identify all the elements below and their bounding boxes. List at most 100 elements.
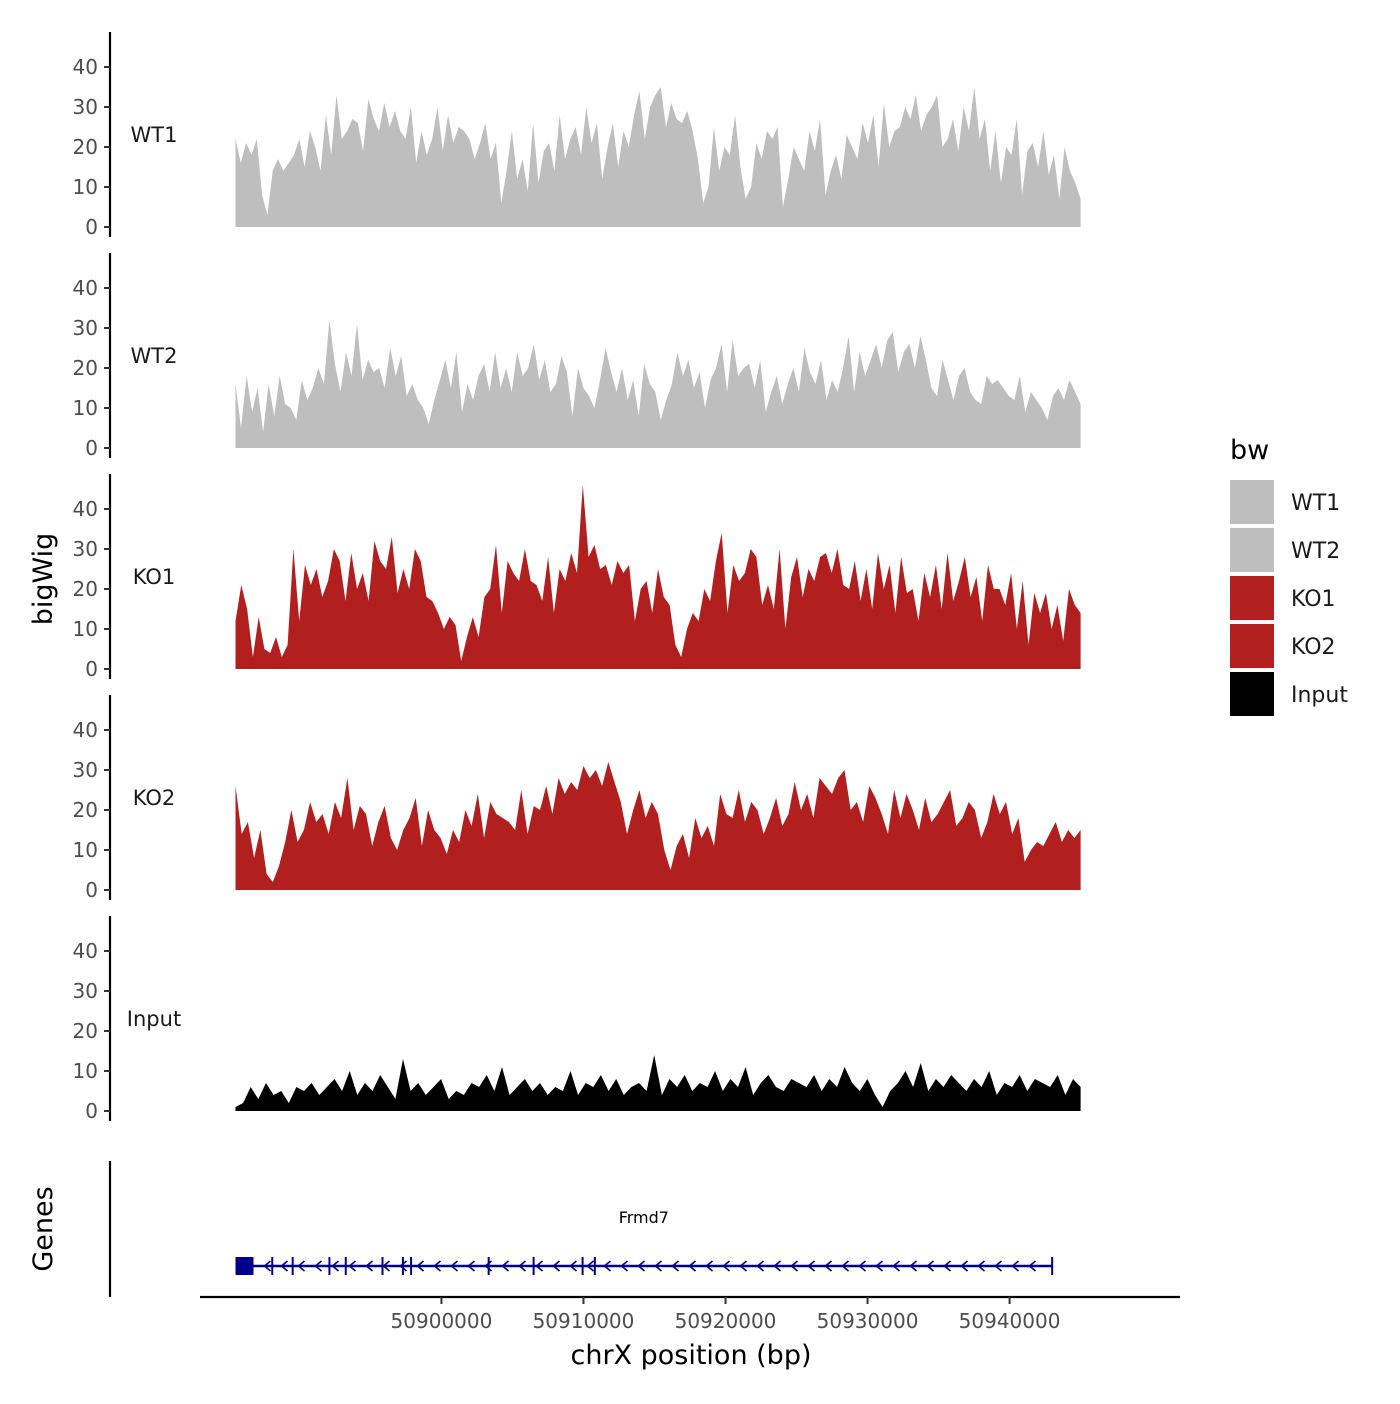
track-panel-wt2: 0 10 20 30 40 WT2 (73, 253, 1081, 460)
strand-arrow (518, 1260, 527, 1272)
strand-arrow (671, 1260, 680, 1272)
strand-arrow (501, 1260, 510, 1272)
legend-label-input: Input (1291, 683, 1348, 708)
y-tick-label: 40 (73, 718, 98, 742)
gene-label: Frmd7 (619, 1208, 669, 1227)
strand-arrow (790, 1260, 799, 1272)
strand-arrow (586, 1260, 595, 1272)
y-tick-label: 30 (73, 95, 98, 119)
strand-arrow (858, 1260, 867, 1272)
legend-key-ko2 (1230, 624, 1274, 668)
x-tick-label: 50930000 (817, 1309, 919, 1333)
y-tick-label: 10 (73, 617, 98, 641)
strand-arrow (841, 1260, 850, 1272)
strand-arrow (1011, 1260, 1020, 1272)
strand-arrow (994, 1260, 1003, 1272)
legend-label-wt1: WT1 (1291, 491, 1340, 516)
coverage-area-input (235, 1055, 1081, 1111)
strand-arrow (654, 1260, 663, 1272)
strand-arrow (314, 1260, 323, 1272)
y-tick-label: 10 (73, 1059, 98, 1083)
legend-label-ko2: KO2 (1291, 635, 1336, 660)
y-tick-label: 40 (73, 276, 98, 300)
strand-arrow (688, 1260, 697, 1272)
y-tick-label: 10 (73, 396, 98, 420)
track-label-input: Input (127, 1007, 181, 1031)
legend-key-wt1 (1230, 480, 1274, 524)
strand-arrow (875, 1260, 884, 1272)
legend: bw WT1 WT2 KO1 KO2 Input (1230, 435, 1348, 716)
strand-arrow (552, 1260, 561, 1272)
strand-arrow (773, 1260, 782, 1272)
y-tick-label: 30 (73, 758, 98, 782)
gene-panel: Frmd7 (108, 1161, 1054, 1297)
strand-arrow (433, 1260, 442, 1272)
track-panel-input: 0 10 20 30 40 Input (73, 916, 1081, 1123)
legend-label-ko1: KO1 (1291, 587, 1336, 612)
track-label-ko2: KO2 (133, 786, 176, 810)
x-tick-label: 50900000 (391, 1309, 493, 1333)
y-tick-label: 40 (73, 55, 98, 79)
y-tick-label: 20 (73, 577, 98, 601)
strand-arrow (263, 1260, 272, 1272)
strand-arrow (943, 1260, 952, 1272)
coverage-area-wt2 (235, 320, 1081, 448)
x-tick-label: 50910000 (533, 1309, 635, 1333)
track-label-wt2: WT2 (131, 344, 178, 368)
strand-arrow (1028, 1260, 1037, 1272)
y-axis-title: bigWig (28, 533, 59, 626)
y-tick-label: 0 (85, 1099, 98, 1123)
strand-arrow (416, 1260, 425, 1272)
strand-arrow (450, 1260, 459, 1272)
legend-title: bw (1230, 435, 1269, 466)
coverage-area-ko1 (235, 485, 1081, 669)
strand-arrow (535, 1260, 544, 1272)
strand-arrow (807, 1260, 816, 1272)
y-tick-label: 0 (85, 436, 98, 460)
y-tick-label: 20 (73, 1019, 98, 1043)
strand-arrow (569, 1260, 578, 1272)
legend-label-wt2: WT2 (1291, 539, 1340, 564)
y-tick-label: 30 (73, 316, 98, 340)
strand-arrow (331, 1260, 340, 1272)
track-panel-ko1: 0 10 20 30 40 KO1 (73, 474, 1081, 681)
track-panel-ko2: 0 10 20 30 40 KO2 (73, 695, 1081, 902)
track-panels: 0 10 20 30 40 WT1 0 10 20 30 40 WT2 0 10 20 30 40 KO1 0 10 2… (73, 32, 1081, 1123)
strand-arrow (399, 1260, 408, 1272)
strand-arrow (484, 1260, 493, 1272)
y-tick-label: 20 (73, 135, 98, 159)
strand-arrow (722, 1260, 731, 1272)
y-tick-label: 30 (73, 537, 98, 561)
coverage-area-wt1 (235, 87, 1081, 227)
strand-arrow (467, 1260, 476, 1272)
track-label-ko1: KO1 (133, 565, 176, 589)
x-axis-title: chrX position (bp) (570, 1340, 811, 1371)
x-tick-label: 50940000 (959, 1309, 1061, 1333)
strand-arrow (756, 1260, 765, 1272)
y-tick-label: 0 (85, 878, 98, 902)
strand-arrow (892, 1260, 901, 1272)
coverage-area-ko2 (235, 762, 1081, 890)
y-tick-label: 40 (73, 497, 98, 521)
strand-arrow (739, 1260, 748, 1272)
genes-axis-title: Genes (28, 1186, 59, 1271)
y-tick-label: 10 (73, 175, 98, 199)
strand-arrow (977, 1260, 986, 1272)
strand-arrow (603, 1260, 612, 1272)
y-tick-label: 0 (85, 215, 98, 239)
strand-arrow (926, 1260, 935, 1272)
y-tick-label: 40 (73, 939, 98, 963)
strand-arrow (365, 1260, 374, 1272)
strand-arrow (382, 1260, 391, 1272)
strand-arrow (297, 1260, 306, 1272)
gene-exon-3prime (235, 1257, 254, 1275)
legend-key-wt2 (1230, 528, 1274, 572)
y-tick-label: 10 (73, 838, 98, 862)
strand-arrow (620, 1260, 629, 1272)
y-tick-label: 0 (85, 657, 98, 681)
strand-arrow (280, 1260, 289, 1272)
strand-arrow (705, 1260, 714, 1272)
x-axis: 50900000 50910000 50920000 50930000 50940000 (200, 1295, 1180, 1333)
strand-arrow (960, 1260, 969, 1272)
